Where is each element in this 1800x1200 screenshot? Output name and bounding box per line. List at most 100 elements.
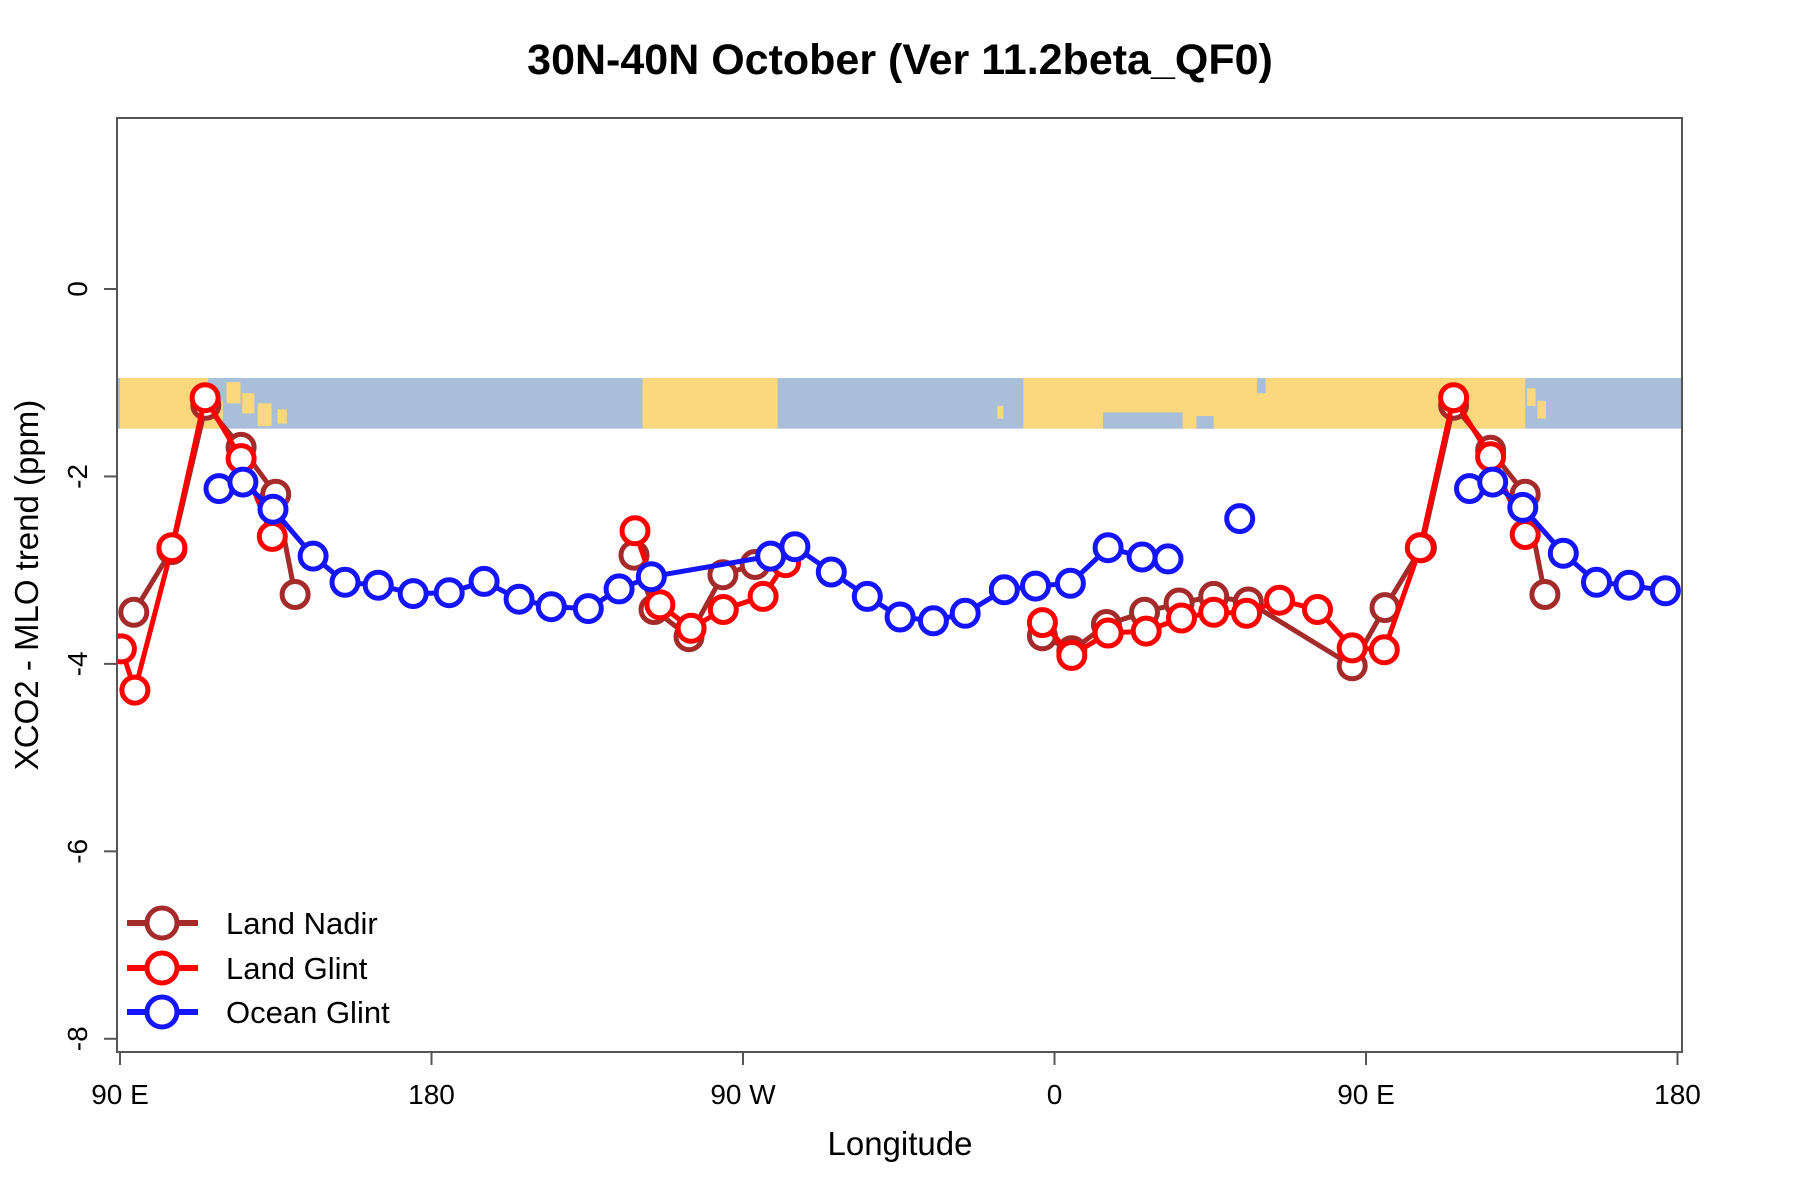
data-point: [747, 580, 779, 612]
data-point: [1336, 632, 1368, 664]
y-tick-label: -8: [62, 1026, 93, 1051]
data-point: [1509, 519, 1541, 550]
data-point: [257, 493, 289, 525]
data-point: [1231, 597, 1263, 629]
y-tick-label: 0: [62, 281, 93, 297]
data-point: [1438, 382, 1470, 414]
data-point: [535, 591, 567, 623]
data-point: [1054, 567, 1086, 599]
data-point: [503, 583, 535, 615]
data-point: [468, 565, 500, 597]
data-point: [256, 520, 288, 552]
legend-marker: [144, 950, 180, 986]
series-line: [216, 479, 1171, 624]
legend-label: Ocean Glint: [226, 995, 390, 1030]
map-land-patch: [1537, 400, 1546, 419]
plot-border: [116, 117, 1683, 1053]
chart-title: 30N-40N October (Ver 11.2beta_QF0): [527, 36, 1273, 84]
data-point: [1152, 543, 1184, 575]
map-water-patch: [1102, 412, 1183, 429]
data-point: [1020, 570, 1051, 602]
data-point: [1130, 615, 1162, 647]
y-tick-label: -6: [62, 839, 93, 864]
y-tick-label: -4: [62, 651, 93, 676]
data-point: [118, 596, 150, 628]
data-point: [1166, 602, 1197, 634]
data-point: [988, 574, 1020, 606]
data-point: [815, 556, 847, 588]
data-point: [1529, 579, 1561, 610]
data-point: [644, 589, 676, 621]
map-land-patch: [997, 405, 1004, 419]
map-water-patch: [1196, 415, 1214, 429]
data-point: [1056, 639, 1088, 671]
data-point: [1368, 634, 1400, 666]
data-point: [1092, 617, 1124, 649]
data-point: [917, 605, 949, 637]
data-point: [279, 579, 311, 610]
data-point: [707, 594, 739, 625]
data-point: [433, 577, 465, 609]
data-point: [189, 382, 221, 414]
map-water-patch: [1256, 378, 1266, 394]
series-ocean-glint: [203, 466, 1681, 637]
data-point: [1026, 607, 1058, 639]
data-point: [362, 569, 394, 601]
legend: Land Nadir Land Glint Ocean Glint: [127, 905, 390, 1030]
data-point: [119, 674, 151, 706]
data-point: [1264, 584, 1295, 616]
data-point: [707, 559, 739, 591]
y-tick-label: -2: [62, 464, 93, 489]
legend-item-ocean-glint: Ocean Glint: [127, 994, 390, 1030]
data-point: [1126, 541, 1158, 573]
data-point: [1475, 441, 1507, 473]
data-point: [1404, 532, 1436, 564]
data-point: [397, 578, 429, 610]
data-point: [675, 612, 707, 644]
data-point: [884, 601, 916, 633]
data-point: [329, 566, 361, 598]
data-point: [635, 561, 667, 593]
data-point: [1198, 596, 1230, 628]
data-point: [1507, 491, 1539, 523]
series-land-glint: [117, 382, 1541, 706]
data-point: [619, 515, 651, 547]
data-point: [1613, 569, 1645, 601]
data-point: [1092, 532, 1124, 564]
data-point: [1581, 566, 1612, 598]
series-layer: [117, 382, 1681, 706]
x-tick-label: 180: [408, 1079, 455, 1110]
legend-item-land-glint: Land Glint: [127, 950, 368, 986]
map-land-patch: [642, 378, 778, 429]
data-point: [572, 593, 604, 625]
data-point: [117, 633, 137, 665]
data-point: [779, 531, 811, 563]
legend-label: Land Glint: [226, 951, 368, 986]
data-point: [603, 573, 635, 605]
x-tick-label: 90 E: [91, 1079, 149, 1110]
map-land-patch: [226, 382, 241, 404]
map-land-patch: [257, 403, 272, 427]
data-point: [949, 597, 981, 629]
map-land-patch: [242, 393, 255, 414]
legend-item-land-nadir: Land Nadir: [127, 905, 378, 941]
map-land-patch: [1526, 388, 1536, 406]
legend-label: Land Nadir: [226, 906, 378, 941]
axis-ticks: 90 E 180 90 W 0 90 E 180 0 -2 -4 -6 -8: [62, 281, 1701, 1110]
data-point: [851, 580, 883, 612]
data-point: [1547, 537, 1579, 569]
data-point: [227, 466, 259, 498]
legend-marker: [144, 905, 180, 941]
x-tick-label: 90 E: [1337, 1079, 1395, 1110]
x-axis-label: Longitude: [828, 1125, 973, 1162]
y-axis-label: XCO2 - MLO trend (ppm): [8, 400, 45, 770]
data-point: [1302, 594, 1333, 625]
plot-frame: [116, 117, 1683, 1053]
x-tick-label: 0: [1047, 1079, 1063, 1110]
data-point: [1649, 575, 1681, 607]
x-tick-label: 90 W: [710, 1079, 776, 1110]
x-tick-label: 180: [1654, 1079, 1701, 1110]
data-point: [1224, 503, 1256, 535]
